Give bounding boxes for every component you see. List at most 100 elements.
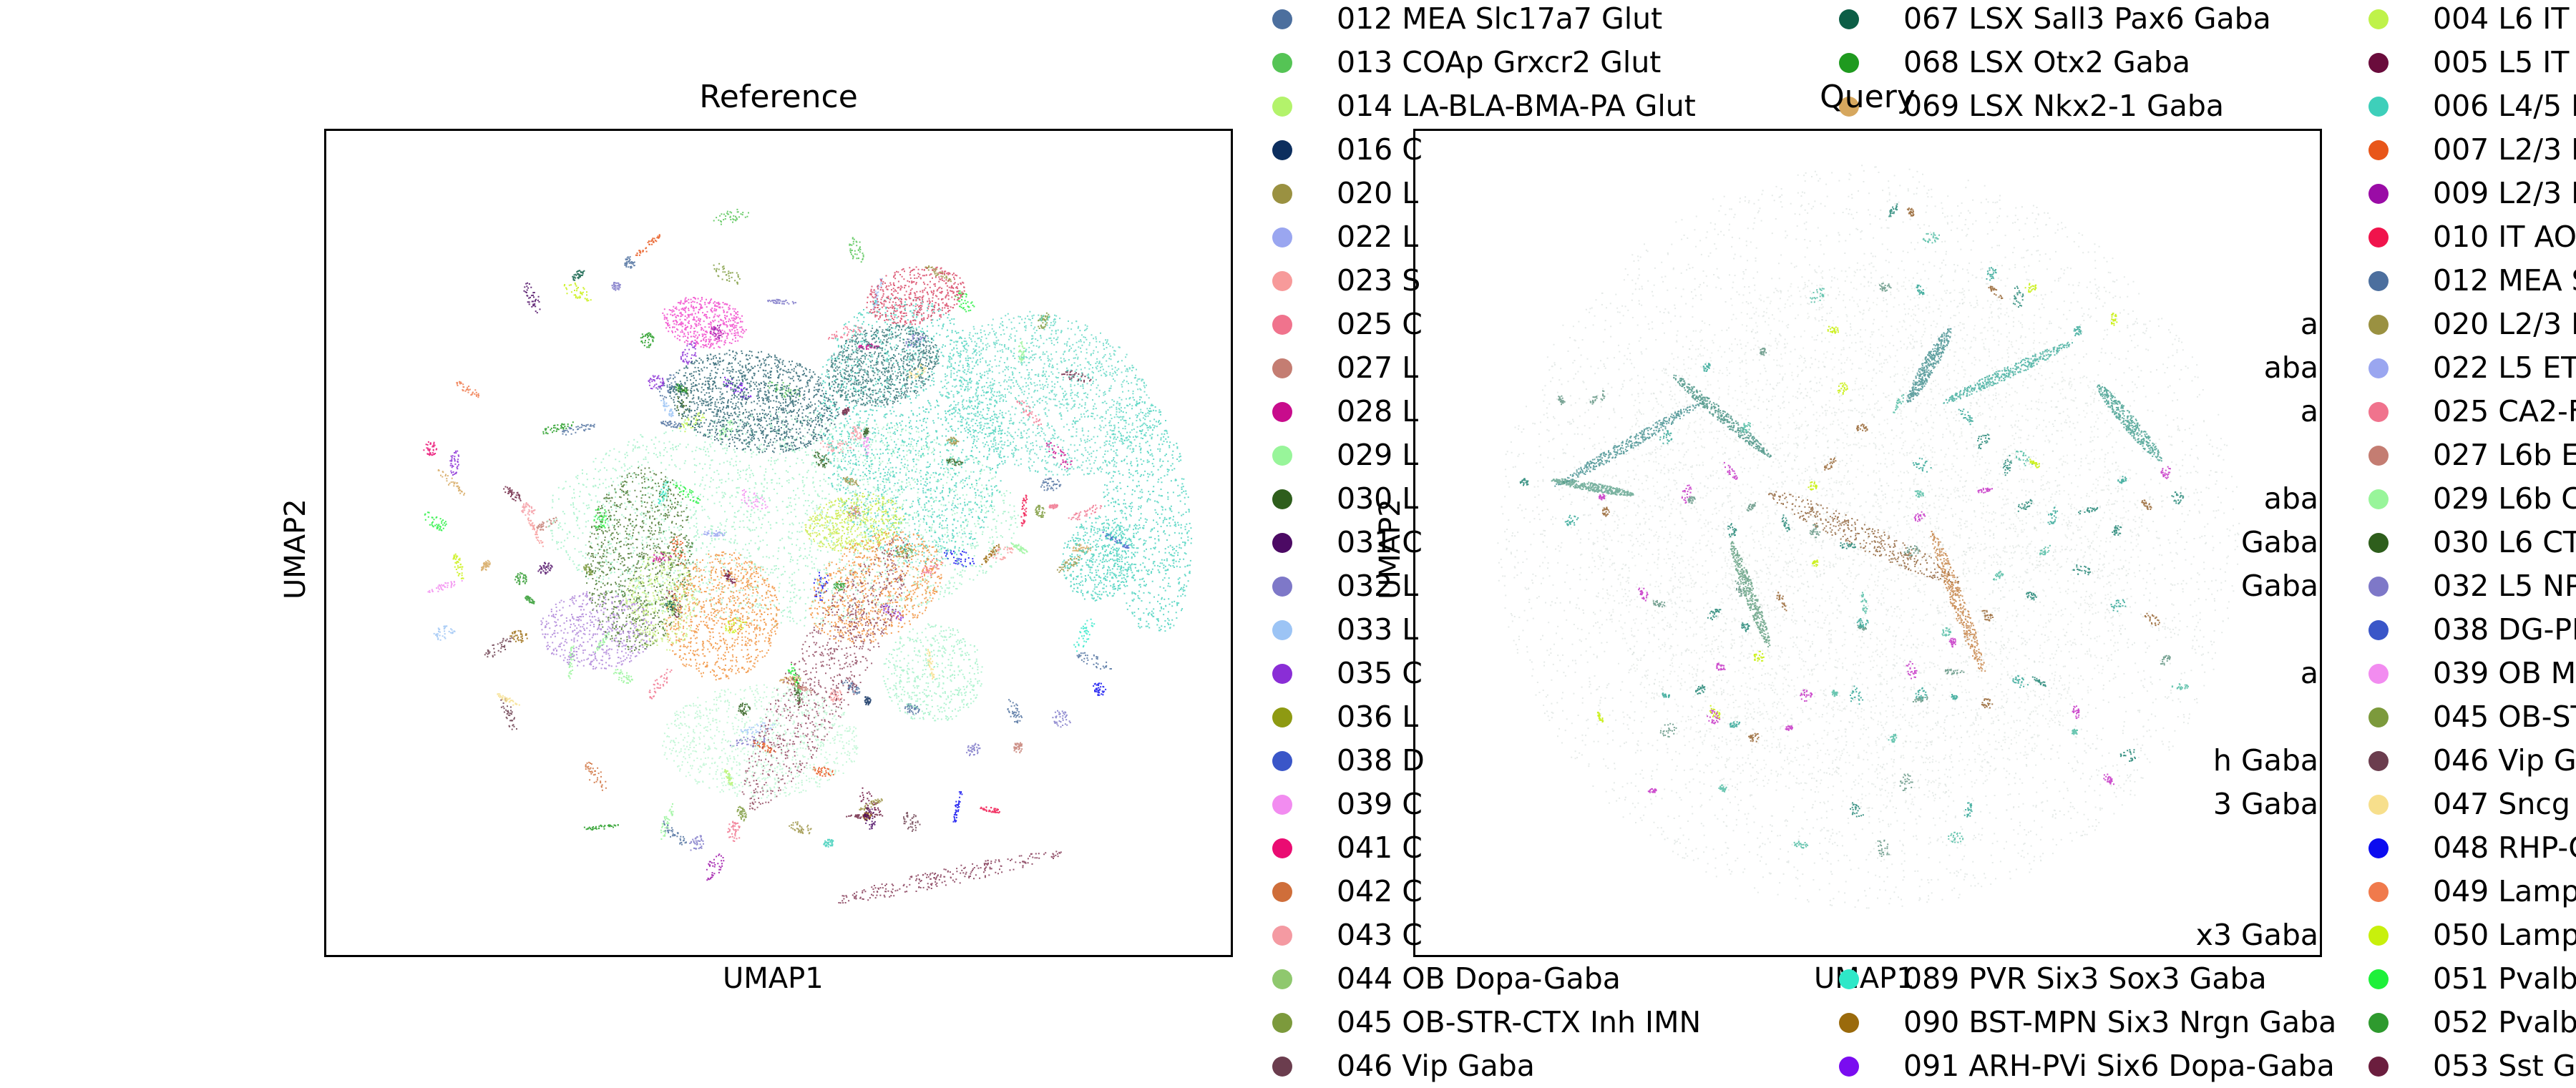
small-cluster [966,743,981,757]
query-streak [1768,491,1960,584]
query-small-cluster [1827,325,1839,334]
cluster-points [1740,422,1751,433]
legend-label: 027 L6b E [2433,438,2576,472]
cluster-points [509,629,528,643]
cluster-points [648,375,665,390]
small-cluster [673,482,701,504]
cluster-points [816,297,1006,565]
legend-marker [2368,664,2389,684]
cluster-points [481,559,491,572]
cluster-points [921,557,944,577]
small-cluster [680,340,698,365]
small-cluster [859,798,883,811]
cluster-points [1824,457,1837,471]
query-small-cluster [2119,749,2136,762]
legend-label: 009 L2/3 I [2433,176,2576,210]
legend-marker [2368,1057,2389,1077]
legend-label: 043 C [1337,918,1423,952]
query-small-cluster [1906,661,1918,680]
cluster-points [1899,773,1913,791]
cluster-points [1877,839,1890,857]
cluster-points [1589,390,1606,405]
query-small-cluster [2171,491,2185,505]
small-cluster [944,549,975,567]
cluster-points [452,553,464,579]
cluster-points [1922,232,1940,244]
cluster-points [946,458,964,466]
cluster-points [1856,423,1868,432]
cluster-points [572,270,585,281]
legend-label: 046 Vip G [2433,743,2576,778]
legend-label: 029 L6b C [2433,481,2576,516]
cluster-points [680,340,698,365]
small-cluster [779,676,801,685]
legend-label: 030 L [1337,481,1419,516]
legend-marker [1272,882,1292,902]
legend-marker [1839,97,1859,117]
legend-marker [1272,1057,1292,1077]
legend-label: 091 ARH-PVi Six6 Dopa-Gaba [1903,1049,2335,1083]
query-small-cluster [1986,267,1997,281]
legend-label: 038 D [1337,743,1425,778]
cluster-points [767,298,796,305]
legend-marker [1272,533,1292,553]
cluster-points [689,835,704,851]
query-small-cluster [1659,722,1677,737]
query-small-cluster [1922,232,1940,244]
small-cluster [1072,543,1092,554]
cluster-points [1564,514,1579,526]
query-small-cluster [2160,466,2171,479]
small-cluster [1056,556,1080,573]
cluster-points [2029,459,2040,469]
cluster-points [1913,511,1926,522]
query-small-cluster [1707,609,1722,621]
legend-marker [2368,795,2389,815]
legend-label: 067 LSX Sall3 Pax6 Gaba [1903,1,2271,36]
small-cluster [924,265,952,283]
legend-marker [1272,53,1292,73]
legend-marker [2368,620,2389,640]
cluster-points [669,535,686,569]
cluster-points [2012,285,2024,308]
reference-ylabel: UMAP2 [279,499,312,599]
cluster-points [2119,749,2136,762]
cluster-points [823,838,834,848]
small-cluster [846,813,884,819]
legend-label: 022 L5 ET [2433,351,2576,385]
major-cluster [838,851,1062,904]
legend-marker [2368,184,2389,204]
query-small-cluster [1564,514,1579,526]
legend-label: 025 C [1337,307,1423,341]
cluster-points [741,537,909,810]
small-cluster [613,669,633,684]
legend-label: 005 L5 IT [2433,45,2570,79]
cluster-points [713,208,749,225]
query-small-cluster [1662,692,1670,698]
small-cluster [990,547,1014,561]
legend-label: 006 L4/5 I [2433,89,2576,123]
legend-label: 035 C [1337,656,1423,690]
legend-partial-label: a [2300,307,2318,341]
cluster-points [1930,531,1986,672]
cluster-points [423,441,438,456]
legend-marker [1272,358,1292,378]
cluster-points [1837,382,1848,395]
cluster-points [1879,283,1892,292]
legend-label: 020 L2/3 I [2433,307,2576,341]
cluster-points [1045,442,1073,469]
legend-marker [1272,620,1292,640]
legend-marker [2368,402,2389,422]
small-cluster [955,290,975,313]
cluster-points [779,676,801,685]
cluster-points [2017,499,2033,512]
query-small-cluster [2112,525,2122,536]
small-cluster [669,535,686,569]
reference-xlabel: UMAP1 [723,962,824,995]
small-cluster [729,735,766,748]
small-cluster [678,412,706,433]
query-small-cluster [1812,559,1819,567]
small-cluster [660,420,682,428]
cluster-points [1016,400,1042,426]
major-cluster [741,537,909,810]
cluster-points [813,572,829,601]
